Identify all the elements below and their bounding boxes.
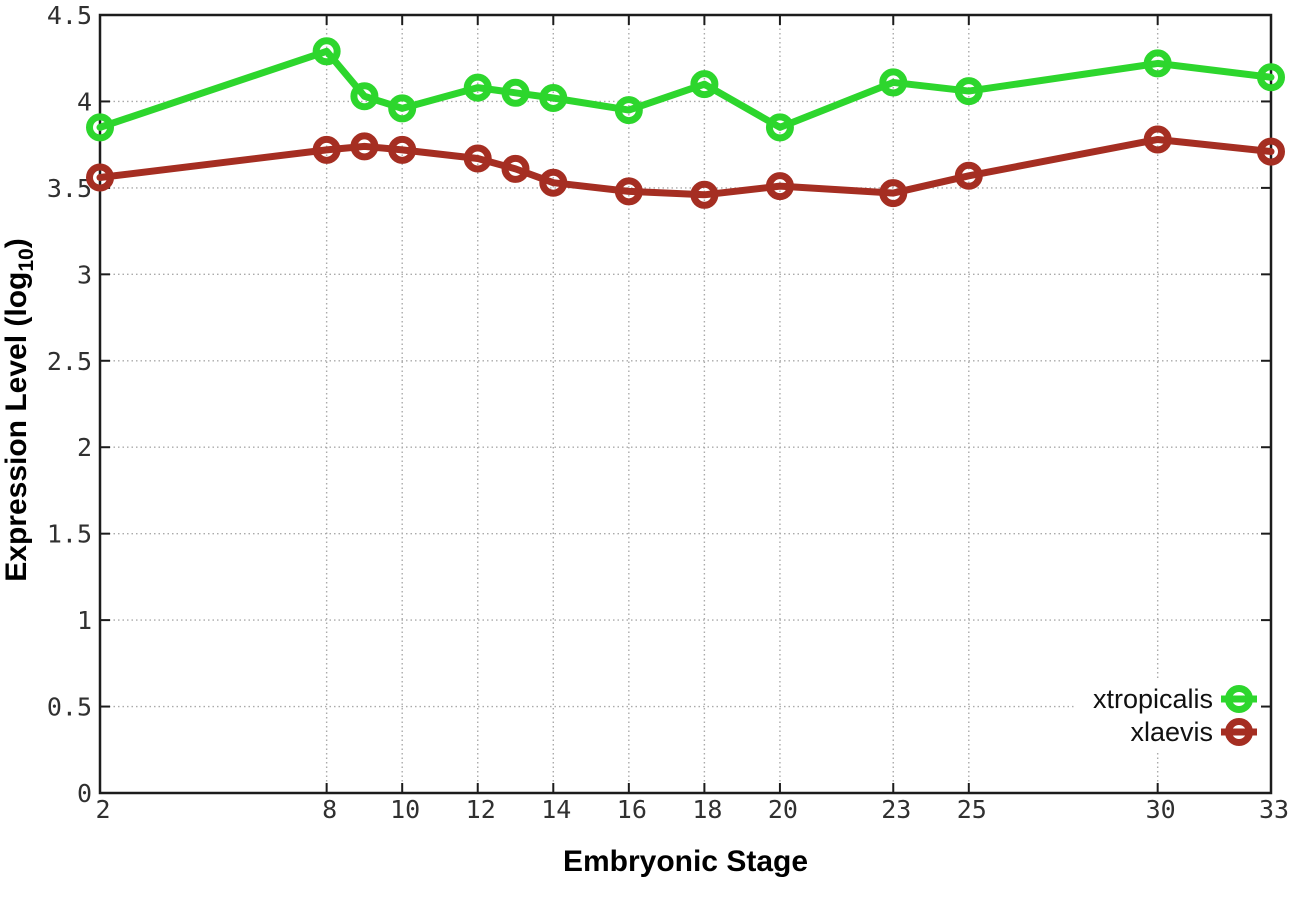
y-tick-label: 1.5 [47, 520, 92, 549]
series-xlaevis [86, 125, 1285, 209]
data-point-xlaevis-stage-16 [614, 177, 643, 206]
x-tick-label: 10 [390, 795, 420, 824]
data-point-xlaevis-stage-13 [501, 154, 530, 183]
data-point-xtropicalis-stage-23 [879, 68, 908, 97]
data-point-xlaevis-stage-25 [954, 161, 983, 190]
legend-label-xtropicalis: xtropicalis [1093, 684, 1213, 714]
x-tick-label: 8 [322, 795, 337, 824]
data-point-xlaevis-stage-33 [1257, 137, 1285, 166]
data-point-xtropicalis-stage-13 [501, 78, 530, 107]
data-point-xlaevis-stage-30 [1143, 125, 1172, 154]
y-tick-label: 2.5 [47, 347, 92, 376]
y-tick-label: 3.5 [47, 174, 92, 203]
y-tick-label: 0 [77, 779, 92, 808]
legend-label-xlaevis: xlaevis [1130, 717, 1213, 747]
x-tick-label: 18 [692, 795, 722, 824]
y-tick-label: 2 [77, 433, 92, 462]
y-tick-label: 4 [77, 87, 92, 116]
data-point-xlaevis-stage-10 [388, 135, 417, 164]
y-axis-title-main: Expression Level (log [0, 271, 33, 582]
x-tick-label: 20 [768, 795, 798, 824]
data-point-xlaevis-stage-14 [539, 168, 568, 197]
data-point-xlaevis-stage-12 [463, 144, 492, 173]
series-line-xtropicalis [96, 47, 1275, 131]
x-axis-title: Embryonic Stage [562, 845, 809, 878]
x-tick-label: 25 [957, 795, 987, 824]
data-point-xtropicalis-stage-20 [765, 113, 794, 142]
data-point-xtropicalis-stage-14 [539, 83, 568, 112]
axis-ticks [99, 14, 1272, 794]
x-tick-label: 12 [466, 795, 496, 824]
y-axis-title: Expression Level (log10) [0, 110, 38, 710]
plot-border [98, 13, 1273, 795]
data-point-xtropicalis-stage-18 [690, 70, 719, 99]
data-point-xlaevis-stage-18 [690, 180, 719, 209]
data-point-xtropicalis-stage-8 [312, 37, 341, 66]
y-tick-label: 0.5 [47, 693, 92, 722]
y-tick-label: 3 [77, 260, 92, 289]
data-point-xtropicalis-stage-16 [614, 96, 643, 125]
data-point-xtropicalis-stage-25 [954, 77, 983, 106]
grid [100, 15, 1271, 793]
data-point-xtropicalis-stage-9 [350, 82, 379, 111]
x-tick-label: 2 [95, 795, 110, 824]
data-point-xlaevis-stage-2 [86, 163, 114, 192]
x-tick-label: 23 [881, 795, 911, 824]
y-tick-label: 1 [77, 606, 92, 635]
x-tick-label: 16 [617, 795, 647, 824]
x-tick-label: 14 [541, 795, 571, 824]
y-tick-label: 4.5 [47, 1, 92, 30]
y-axis-title-sub: 10 [15, 248, 38, 272]
tick-labels: 2 8 10 12 14 16 18 20 23 25 30 33 0 0.5 1 1.5 2 2.5 3 3.5 4 4… [47, 1, 1289, 824]
data-point-xtropicalis-stage-33 [1257, 63, 1285, 92]
legend-item-xlaevis: xlaevis [1130, 717, 1257, 747]
data-point-xtropicalis-stage-30 [1143, 49, 1172, 78]
series-xtropicalis [86, 37, 1285, 142]
data-point-xlaevis-stage-23 [879, 179, 908, 208]
y-axis-title-close: ) [0, 238, 33, 249]
legend-sample-marker-xlaevis [1225, 718, 1253, 746]
data-point-xlaevis-stage-9 [350, 132, 379, 161]
x-tick-label: 33 [1259, 795, 1289, 824]
data-point-xtropicalis-stage-12 [463, 73, 492, 102]
data-point-xtropicalis-stage-10 [388, 94, 417, 123]
series-line-xlaevis [96, 135, 1275, 199]
data-point-xtropicalis-stage-2 [86, 113, 114, 142]
data-point-xlaevis-stage-20 [765, 172, 794, 201]
x-tick-label: 30 [1146, 795, 1176, 824]
data-point-xlaevis-stage-8 [312, 135, 341, 164]
legend-sample-marker-xtropicalis [1225, 685, 1253, 713]
legend-item-xtropicalis: xtropicalis [1093, 684, 1257, 714]
